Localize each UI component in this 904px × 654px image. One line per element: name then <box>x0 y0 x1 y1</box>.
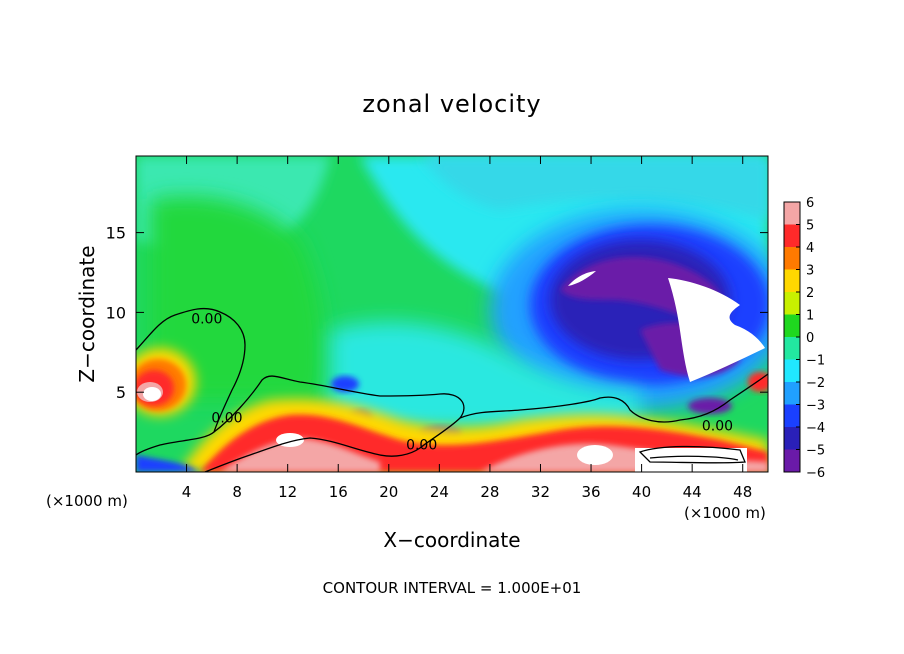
colorbar-tick-label: −6 <box>806 466 825 481</box>
contour-label: 0.00 <box>406 438 437 454</box>
x-tick-label: 44 <box>683 483 702 501</box>
contour-label: 0.00 <box>211 411 242 427</box>
x-tick-label: 8 <box>232 483 242 501</box>
colorbar-tick-label: −1 <box>806 354 825 369</box>
colorbar: 6 5 4 3 2 1 0 −1 −2 −3 −4 −5 −6 <box>783 196 825 481</box>
colorbar-tick-label: 2 <box>806 286 814 301</box>
colorbar-swatch <box>784 382 800 405</box>
zero-contours <box>136 307 768 472</box>
x-tick-label: 24 <box>430 483 449 501</box>
x-tick-label: 20 <box>379 483 398 501</box>
y-axis: 5 10 15 <box>106 224 768 402</box>
colorbar-tick-label: 0 <box>806 331 814 346</box>
colorbar-swatch <box>784 292 800 315</box>
x-axis-unit-right: (×1000 m) <box>684 504 766 522</box>
colorbar-tick-label: −2 <box>806 376 825 391</box>
colorbar-tick-label: −5 <box>806 444 825 459</box>
colorbar-tick-label: 3 <box>806 264 814 279</box>
x-tick-label: 40 <box>632 483 651 501</box>
colorbar-tick-label: −4 <box>806 421 825 436</box>
colorbar-tick-label: 5 <box>806 219 814 234</box>
colorbar-swatch <box>784 269 800 293</box>
y-tick-label: 10 <box>106 303 126 322</box>
x-tick-label: 16 <box>329 483 348 501</box>
heatmap-field <box>136 156 768 472</box>
x-tick-label: 28 <box>480 483 499 501</box>
x-tick-label: 12 <box>278 483 297 501</box>
chart-title: zonal velocity <box>362 90 541 118</box>
colorbar-swatch <box>784 427 800 450</box>
plot-frame <box>135 155 769 473</box>
x-tick-label: 48 <box>733 483 752 501</box>
colorbar-swatch <box>784 449 800 473</box>
contour-interval-note: CONTOUR INTERVAL = 1.000E+01 <box>323 579 582 597</box>
contour-label: 0.00 <box>191 312 222 328</box>
x-tick-label: 32 <box>531 483 550 501</box>
x-tick-label: 4 <box>182 483 192 501</box>
x-axis-unit-left: (×1000 m) <box>46 492 128 510</box>
colorbar-tick-label: 6 <box>806 196 814 211</box>
contour-labels: 0.00 0.00 0.00 0.00 <box>191 312 733 454</box>
colorbar-swatch <box>784 224 800 248</box>
x-tick-label: 36 <box>581 483 600 501</box>
x-axis-label: X−coordinate <box>383 528 520 552</box>
y-axis-label: Z−coordinate <box>75 245 99 382</box>
x-axis: 4 8 12 16 20 24 28 32 36 40 44 48 <box>182 156 752 501</box>
colorbar-tick-label: 1 <box>806 309 814 324</box>
colorbar-swatch <box>784 202 800 225</box>
colorbar-tick-label: −3 <box>806 399 825 414</box>
y-tick-label: 5 <box>116 383 126 402</box>
colorbar-swatch <box>784 314 800 338</box>
y-tick-label: 15 <box>106 224 126 243</box>
colorbar-swatch <box>784 337 800 360</box>
colorbar-swatch <box>784 247 800 270</box>
contour-label: 0.00 <box>702 419 733 435</box>
colorbar-swatch <box>784 359 800 383</box>
colorbar-swatch <box>784 404 800 428</box>
colorbar-tick-label: 4 <box>806 241 814 256</box>
